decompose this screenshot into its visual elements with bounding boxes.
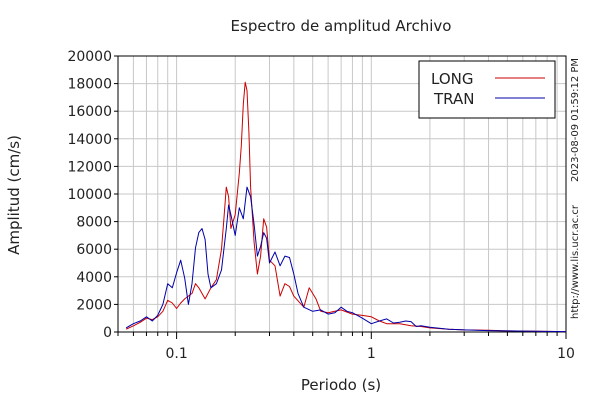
series-lines <box>125 81 567 333</box>
y-axis-ticks: 0 2000 4000 6000 8000 10000 12000 14000 16000 180… <box>67 49 118 341</box>
grid <box>117 55 566 333</box>
series-line-tran <box>125 186 567 333</box>
legend-label-tran: TRAN <box>433 90 474 108</box>
source-url-text: http://www.lis.ucr.ac.cr <box>570 204 581 319</box>
y-tick-label: 16000 <box>67 104 112 120</box>
legend-label-long: LONG <box>431 70 473 88</box>
y-axis-label: Amplitud (cm/s) <box>5 135 23 255</box>
x-tick-label: 0.1 <box>165 346 187 362</box>
y-tick-label: 18000 <box>67 77 112 93</box>
y-tick-label: 6000 <box>76 242 112 258</box>
legend-box <box>418 60 556 119</box>
series-line-long <box>125 81 567 333</box>
x-tick-label: 1 <box>367 346 376 362</box>
y-tick-label: 20000 <box>67 49 112 65</box>
chart-title: Espectro de amplitud Archivo <box>231 17 452 35</box>
y-tick-label: 2000 <box>76 297 112 313</box>
x-tick-label: 10 <box>557 346 575 362</box>
timestamp-text: 2023-08-09 01:59:12 PM <box>570 58 581 182</box>
y-tick-label: 4000 <box>76 270 112 286</box>
x-axis-ticks: 0.1 1 10 <box>117 332 575 362</box>
x-axis-label: Periodo (s) <box>301 376 381 394</box>
legend: LONG TRAN <box>418 60 556 119</box>
y-tick-label: 14000 <box>67 132 112 148</box>
y-tick-label: 8000 <box>76 215 112 231</box>
y-tick-label: 12000 <box>67 159 112 175</box>
y-tick-label: 0 <box>103 325 112 341</box>
y-tick-label: 10000 <box>67 187 112 203</box>
